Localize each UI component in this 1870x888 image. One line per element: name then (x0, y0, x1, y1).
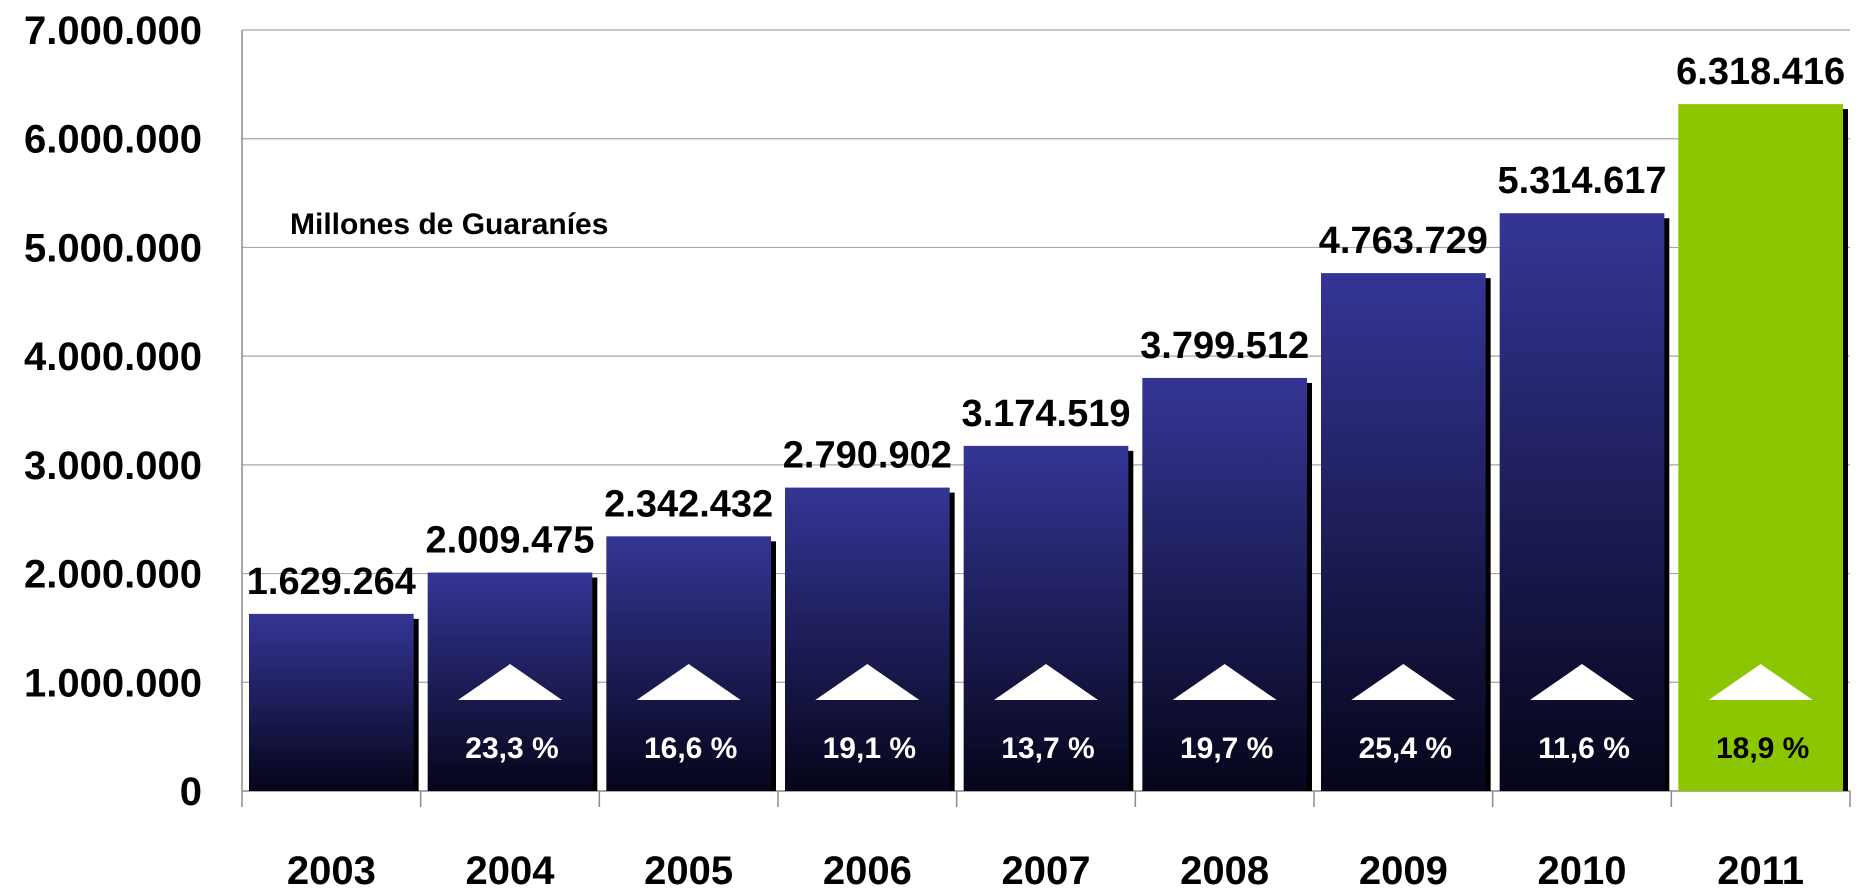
growth-label: 11,6 % (1538, 732, 1630, 765)
bar-2007 (963, 445, 1129, 791)
bar-2005 (606, 536, 771, 791)
y-tick-label: 3.000.000 (24, 444, 202, 488)
unit-label: Millones de Guaraníes (290, 208, 608, 241)
x-tick-label: 2008 (1180, 849, 1269, 888)
y-tick-label: 1.000.000 (24, 661, 202, 705)
growth-arrow-icon (1708, 664, 1813, 700)
value-label: 2.790.902 (783, 435, 952, 477)
y-tick-label: 5.000.000 (24, 226, 202, 270)
bars (249, 104, 1848, 792)
growth-label: 23,3 % (465, 732, 558, 765)
x-tick-label: 2006 (823, 849, 912, 888)
growth-label: 13,7 % (1001, 732, 1094, 765)
value-label: 1.629.264 (247, 561, 416, 603)
value-label: 3.799.512 (1140, 325, 1309, 367)
value-label: 5.314.617 (1497, 160, 1666, 202)
bar-2009 (1321, 273, 1486, 791)
growth-label: 18,9 % (1716, 732, 1809, 765)
growth-label: 16,6 % (644, 732, 737, 765)
labels: 1.629.264 2003 2.009.475 2004 23,3 % 2.342.43… (247, 51, 1845, 888)
value-label: 3.174.519 (961, 393, 1130, 435)
value-label: 4.763.729 (1319, 220, 1488, 262)
value-label: 2.342.432 (604, 483, 773, 525)
growth-arrow-icon (1172, 664, 1277, 700)
x-tick-label: 2003 (287, 849, 376, 888)
y-tick-label: 2.000.000 (24, 553, 202, 597)
bar-2010 (1499, 213, 1665, 791)
x-tick-label: 2004 (466, 849, 556, 888)
x-tick-label: 2011 (1717, 849, 1804, 888)
axes: 0 1.000.000 2.000.000 3.000.000 4.000.000 5.0… (24, 9, 1851, 814)
y-tick-label: 4.000.000 (24, 335, 202, 379)
growth-arrow-icon (815, 664, 920, 700)
bar-2008 (1142, 377, 1307, 791)
y-tick-label: 7.000.000 (24, 9, 202, 53)
growth-arrow-icon (636, 664, 741, 700)
value-label: 6.318.416 (1676, 51, 1845, 93)
x-tick-label: 2005 (644, 849, 733, 888)
y-tick-label: 6.000.000 (24, 118, 202, 162)
bar-2003 (249, 613, 414, 791)
growth-arrow-icon (1530, 664, 1634, 700)
bar-2006 (785, 487, 950, 791)
growth-label: 25,4 % (1359, 732, 1452, 765)
growth-arrow-icon (1351, 664, 1456, 700)
growth-arrow-icon (994, 664, 1098, 700)
value-label: 2.009.475 (425, 520, 594, 562)
growth-label: 19,7 % (1180, 732, 1273, 765)
x-tick-label: 2010 (1538, 849, 1627, 888)
growth-label: 19,1 % (823, 732, 916, 765)
growth-arrow-icon (458, 664, 562, 700)
x-tick-label: 2007 (1002, 849, 1091, 888)
y-tick-label: 0 (180, 770, 202, 814)
x-tick-label: 2009 (1359, 849, 1448, 888)
